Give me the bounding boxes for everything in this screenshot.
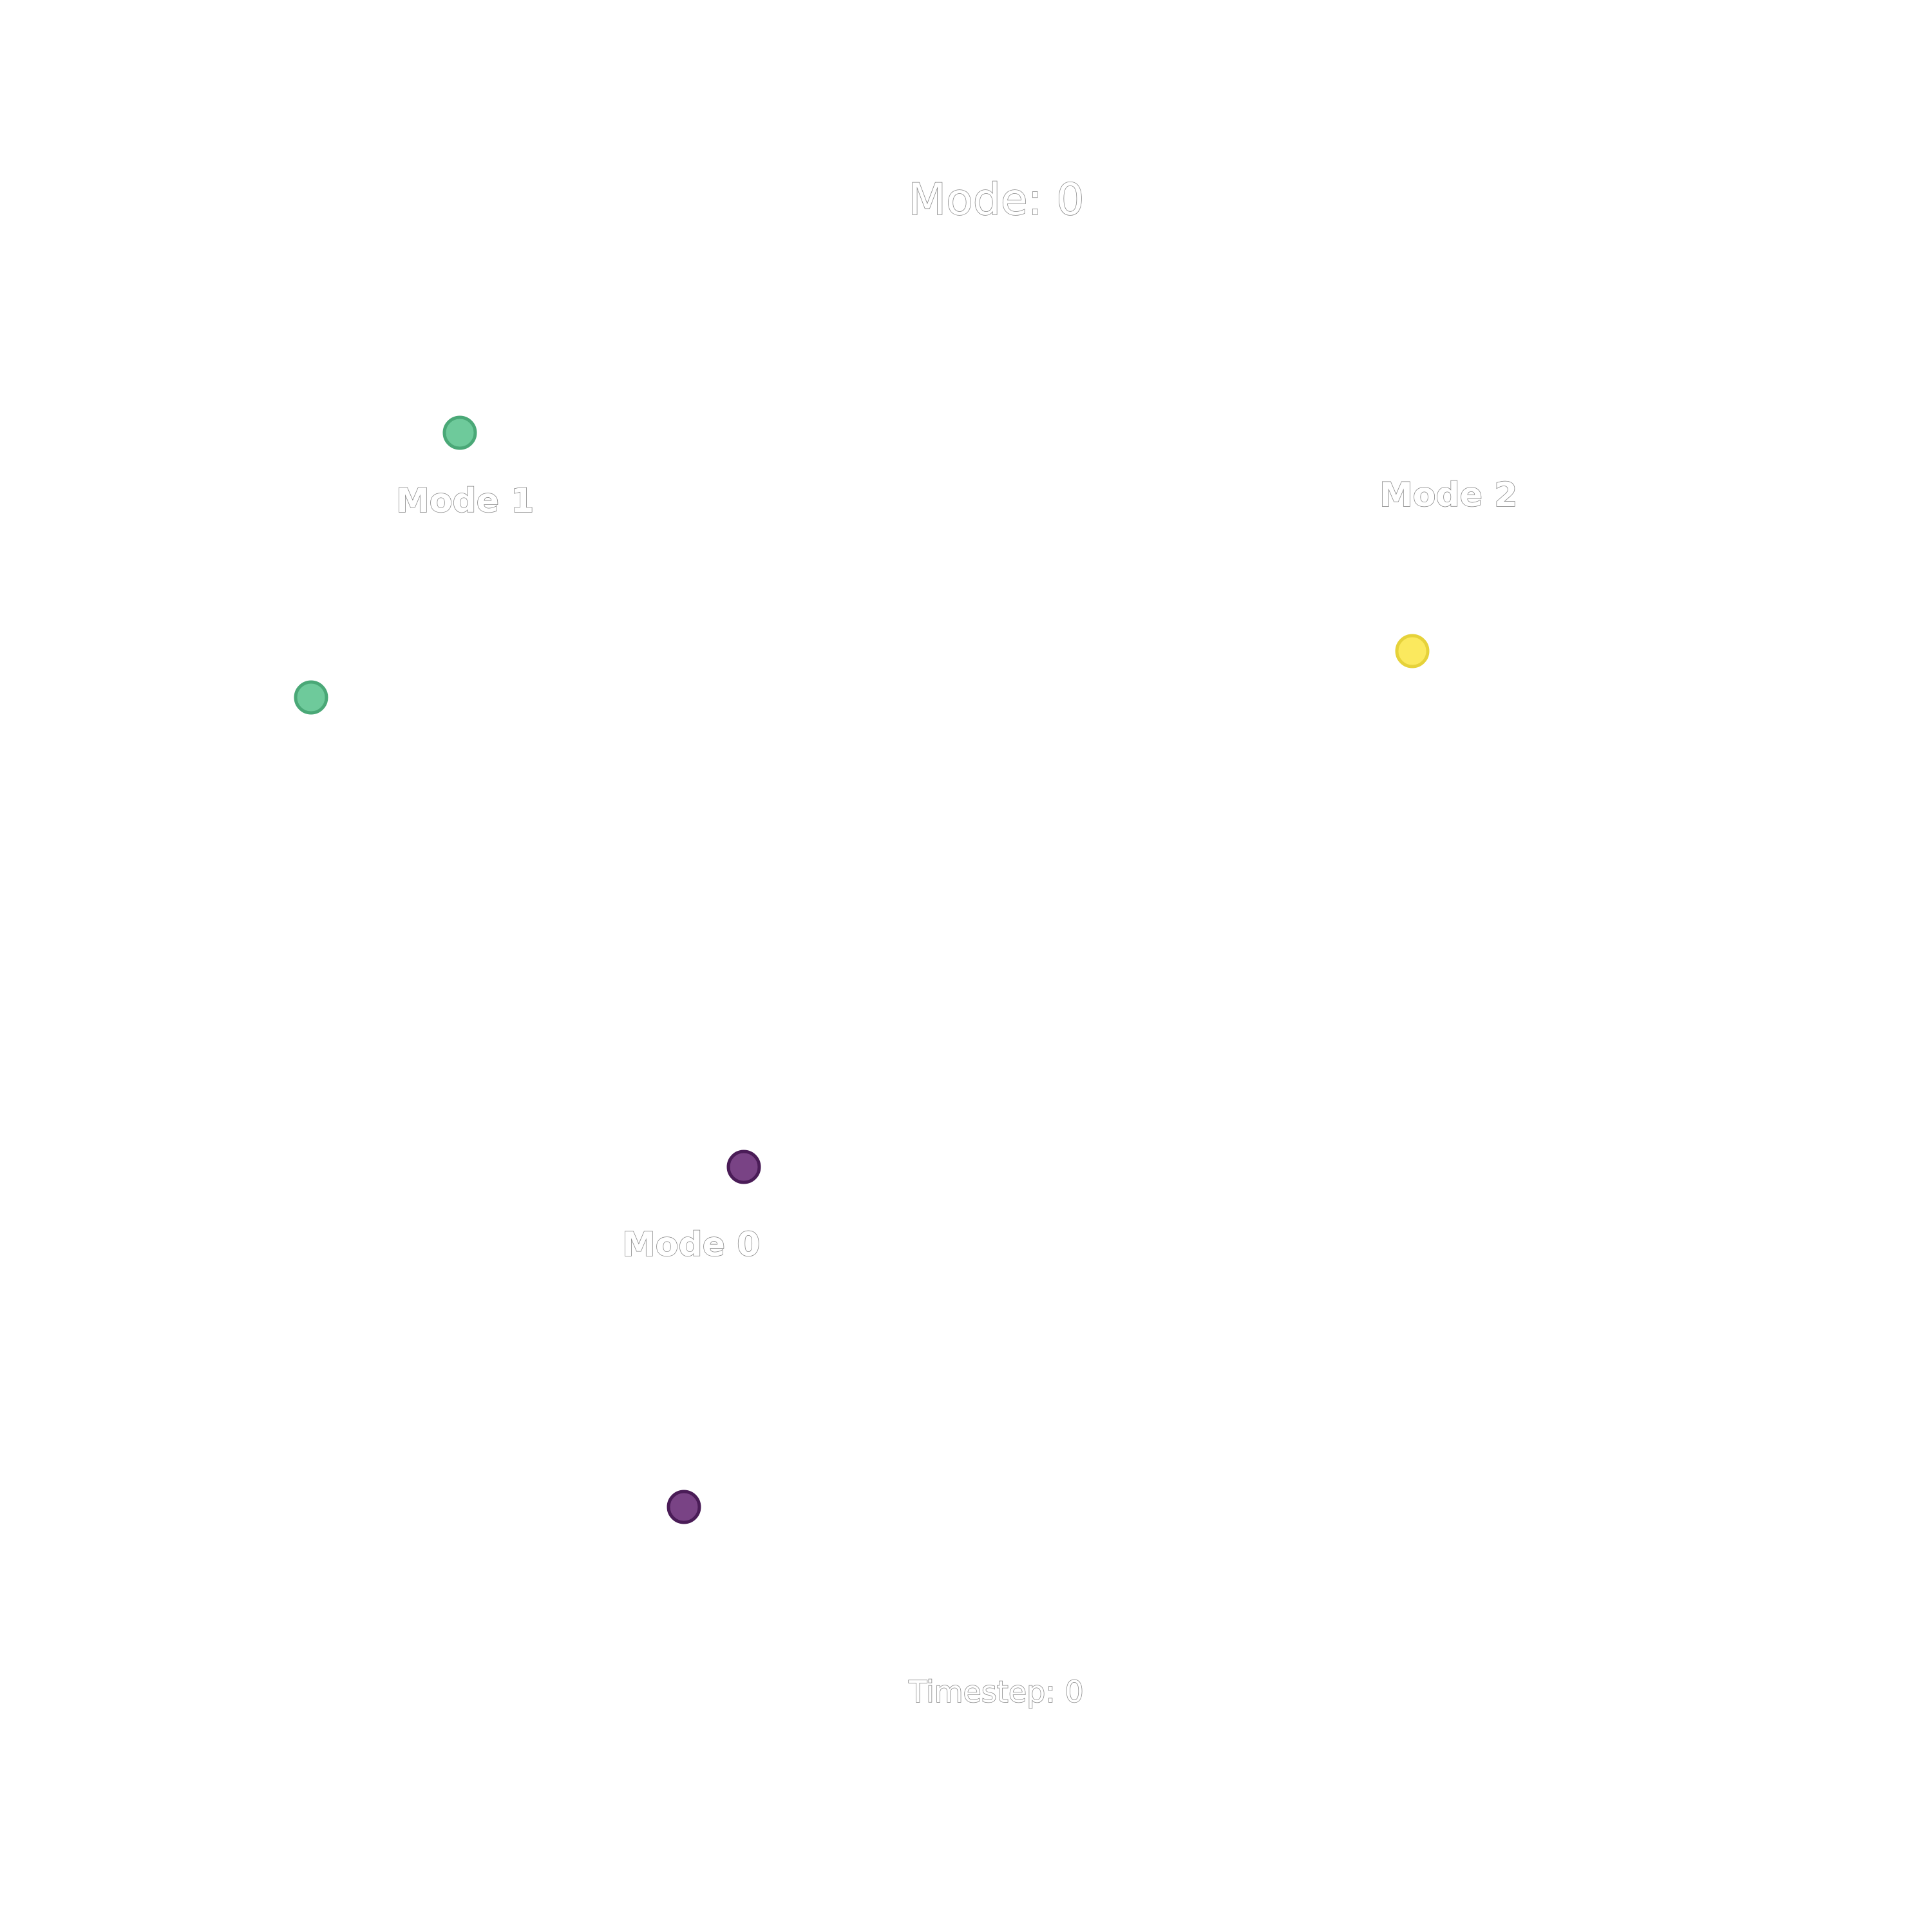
- data-point-mode-0-3: [726, 1150, 761, 1184]
- data-point-mode-0-4: [667, 1490, 701, 1524]
- data-point-mode-1-1: [294, 680, 328, 715]
- timestep-label: Timestep: 0: [908, 1674, 1083, 1709]
- mode-labels: Mode 1 Mode 2 Mode 0: [395, 475, 1518, 1265]
- data-points: [294, 415, 1430, 1524]
- mode-label-1: Mode 2: [1379, 476, 1517, 515]
- data-point-mode-2-2: [1395, 634, 1430, 668]
- mode-label-0: Mode 1: [396, 482, 534, 520]
- data-point-mode-1-0: [442, 415, 477, 450]
- mode-label-2: Mode 0: [622, 1226, 760, 1264]
- chart-title: Mode: 0: [908, 175, 1084, 225]
